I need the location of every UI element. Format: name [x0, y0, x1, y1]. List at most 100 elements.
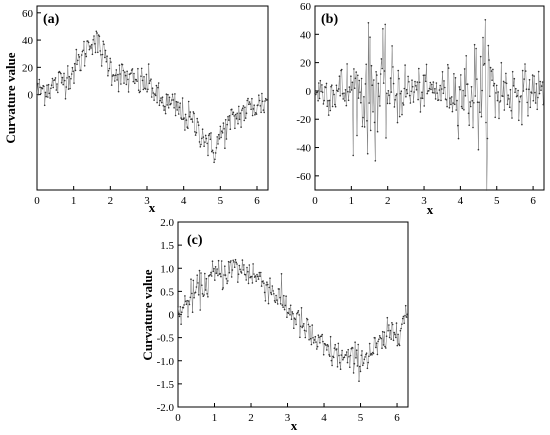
data-point [407, 75, 409, 78]
data-point [359, 370, 362, 373]
x-tick-label: 5 [358, 412, 364, 424]
data-point [341, 92, 344, 95]
data-point [224, 274, 227, 276]
data-point [329, 109, 332, 112]
data-point [105, 60, 108, 63]
data-point [444, 86, 446, 89]
data-point [214, 152, 217, 154]
data-point [363, 126, 366, 128]
data-point [207, 134, 210, 137]
data-point [322, 353, 325, 356]
data-point [221, 132, 224, 134]
data-point [329, 335, 332, 338]
data-point [365, 63, 368, 66]
data-point [218, 138, 221, 140]
data-point [504, 81, 506, 84]
data-point [273, 300, 276, 302]
data-point [108, 67, 111, 70]
data-point [463, 68, 466, 70]
data-point [174, 93, 176, 95]
data-point [366, 152, 369, 155]
x-tick-label: 5 [494, 195, 500, 207]
data-point [225, 278, 228, 280]
data-point [162, 105, 165, 107]
data-point [159, 99, 161, 102]
data-point [502, 95, 504, 97]
y-tick-label: 40 [22, 35, 34, 47]
data-point [366, 120, 368, 122]
data-point [174, 114, 177, 117]
data-point [147, 88, 149, 91]
data-point [215, 272, 218, 275]
data-point [345, 351, 348, 353]
data-point [462, 89, 464, 92]
data-point [91, 53, 94, 56]
data-point [473, 102, 475, 104]
data-point [102, 40, 104, 43]
data-point [459, 88, 461, 91]
data-point [106, 55, 108, 57]
data-point [62, 83, 64, 86]
data-point [395, 94, 397, 97]
data-point [481, 89, 484, 92]
data-point [206, 142, 208, 145]
data-point [161, 96, 164, 98]
data-point [126, 70, 128, 73]
data-point [524, 70, 527, 72]
data-point [362, 362, 365, 364]
data-point [184, 295, 186, 297]
data-point [239, 268, 241, 271]
data-point [393, 331, 396, 334]
data-point [323, 99, 326, 102]
data-point [228, 119, 230, 121]
data-point [219, 125, 222, 128]
data-point [251, 97, 253, 100]
data-point [434, 88, 436, 90]
data-point [443, 80, 445, 82]
data-point [349, 354, 352, 357]
data-point [450, 96, 453, 98]
data-point [92, 39, 94, 41]
data-point [479, 55, 482, 58]
data-point [353, 68, 355, 70]
data-point [350, 75, 352, 77]
data-point [328, 99, 331, 102]
data-point [496, 99, 499, 102]
data-point [375, 346, 377, 349]
data-point [337, 342, 340, 345]
data-point [404, 64, 406, 66]
data-point [370, 352, 373, 355]
data-point [168, 96, 171, 99]
data-point [319, 79, 322, 82]
data-point [360, 354, 363, 357]
data-point [201, 293, 204, 295]
data-point [287, 312, 290, 315]
data-point [411, 79, 413, 81]
data-point [178, 315, 181, 318]
data-point [395, 93, 398, 95]
data-point [374, 160, 377, 162]
data-point [67, 65, 69, 67]
data-point [173, 107, 175, 109]
data-point [127, 91, 130, 93]
y-tick-label: 20 [22, 62, 34, 74]
data-point [110, 84, 113, 86]
y-tick-label: -40 [296, 143, 311, 155]
data-point [410, 90, 413, 93]
data-point [80, 54, 83, 56]
plot-frame [314, 5, 545, 191]
data-point [70, 77, 72, 80]
data-point [192, 279, 195, 282]
data-point [248, 264, 251, 266]
data-point [456, 99, 458, 102]
data-point [116, 79, 118, 81]
data-point [379, 105, 381, 107]
data-point [195, 286, 198, 288]
data-point [392, 82, 395, 85]
data-point [136, 80, 138, 82]
data-point [364, 83, 367, 85]
x-tick-label: 4 [181, 195, 187, 207]
data-point [380, 337, 383, 340]
data-point [415, 89, 418, 91]
data-point [125, 83, 128, 86]
